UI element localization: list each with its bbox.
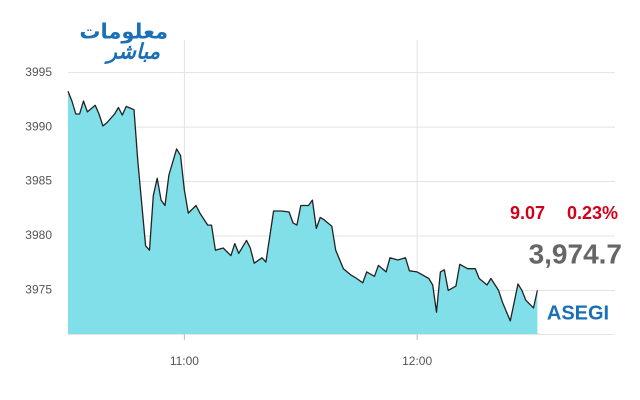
area [68, 91, 538, 334]
plot [67, 90, 539, 334]
y-tick-label: 3975 [25, 283, 52, 297]
y-tick-label: 3990 [25, 119, 52, 133]
last-price: 3,974.7 [529, 238, 622, 269]
y-tick-label: 3985 [25, 174, 52, 188]
line [67, 90, 539, 322]
x-tick-label: 11:00 [170, 354, 199, 368]
y-tick-label: 3995 [25, 65, 52, 79]
change-percent: 0.23% [567, 203, 618, 223]
change: 9.07 [510, 203, 545, 223]
logo: معلومات مباشر [79, 21, 168, 65]
logo-line-1: معلومات [79, 21, 168, 44]
symbol: ASEGI [547, 302, 609, 324]
logo-line-2: مباشر [104, 41, 161, 65]
y-tick-label: 3980 [25, 228, 52, 242]
x-tick-label: 12:00 [402, 354, 432, 368]
symbol-box [540, 296, 616, 334]
